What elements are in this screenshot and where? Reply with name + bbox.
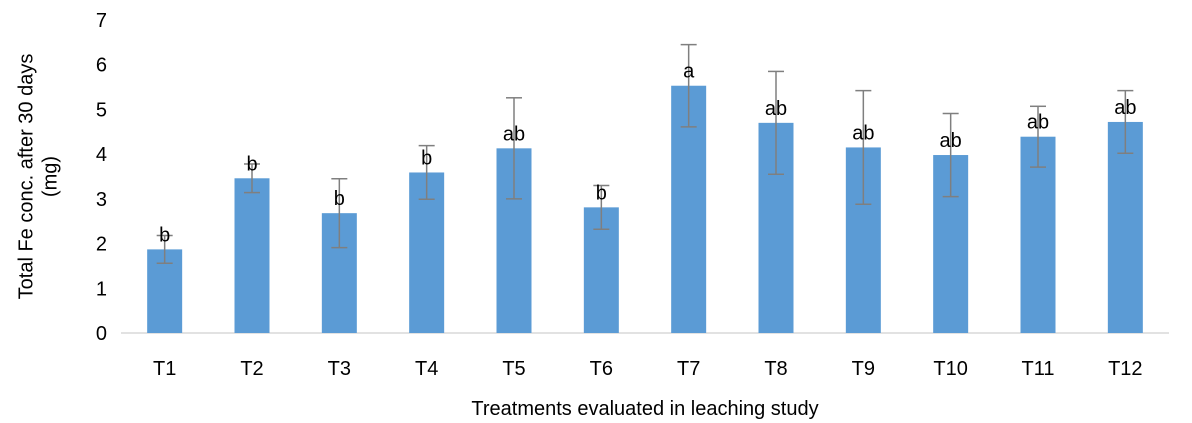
y-axis-title-line: (mg) (39, 156, 61, 197)
x-tick-label-t1: T1 (153, 358, 176, 380)
x-axis-title: Treatments evaluated in leaching study (471, 398, 818, 420)
error-bar-t1 (156, 234, 173, 264)
significance-label-t12: ab (1114, 97, 1136, 119)
error-bar-t10 (942, 112, 959, 198)
error-bar-t12 (1117, 89, 1134, 154)
error-bar-t4 (418, 144, 435, 201)
y-axis-ticks: 0 1 2 3 4 5 6 7 (96, 10, 107, 345)
x-tick-label-t3: T3 (328, 358, 351, 380)
bar-t2 (234, 178, 270, 333)
error-bar-t2 (244, 163, 260, 194)
error-bars (156, 43, 1134, 264)
x-tick-label-t10: T10 (933, 358, 967, 380)
significance-label-t2: b (246, 153, 257, 175)
y-tick-label: 2 (96, 234, 107, 256)
x-tick-label-t4: T4 (415, 358, 438, 380)
x-tick-label-t12: T12 (1108, 358, 1142, 380)
significance-label-t3: b (334, 188, 345, 210)
significance-label-t9: ab (852, 122, 874, 144)
significance-label-t8: ab (765, 98, 787, 120)
y-tick-label: 0 (96, 323, 107, 345)
x-tick-label-t7: T7 (677, 358, 700, 380)
bars (147, 85, 1143, 333)
y-axis-title: Total Fe conc. after 30 days (mg) (15, 54, 61, 300)
error-bar-t8 (768, 70, 784, 176)
error-bar-t3 (331, 177, 348, 249)
error-bar-t5 (506, 97, 522, 200)
y-tick-label: 5 (96, 99, 107, 121)
y-tick-label: 3 (96, 189, 107, 211)
x-axis-ticks: T1 T2 T3 T4 T5 T6 T7 T8 T9 T10 T11 T12 (153, 358, 1143, 380)
y-tick-label: 7 (96, 10, 107, 32)
bar-t11 (1020, 136, 1056, 333)
error-bar-t11 (1030, 105, 1046, 168)
significance-label-t10: ab (940, 130, 962, 152)
y-tick-label: 1 (96, 278, 107, 300)
error-bar-t7 (680, 43, 697, 128)
bar-t12 (1107, 121, 1143, 333)
significance-label-t6: b (596, 182, 607, 204)
x-tick-label-t8: T8 (764, 358, 787, 380)
error-bar-t9 (855, 89, 872, 205)
significance-labels: b b b b ab b a ab ab ab ab ab (159, 61, 1136, 247)
x-tick-label-t5: T5 (502, 358, 525, 380)
error-bar-t6 (593, 184, 610, 231)
significance-label-t11: ab (1027, 112, 1049, 134)
y-axis-title-line: Total Fe conc. after 30 days (15, 54, 37, 300)
x-tick-label-t6: T6 (590, 358, 613, 380)
significance-label-t5: ab (503, 123, 525, 145)
y-tick-label: 6 (96, 55, 107, 77)
significance-label-t7: a (683, 61, 695, 83)
x-tick-label-t11: T11 (1022, 358, 1055, 380)
x-tick-label-t9: T9 (852, 358, 875, 380)
x-tick-label-t2: T2 (240, 358, 263, 380)
significance-label-t1: b (159, 224, 170, 246)
significance-label-t4: b (421, 147, 432, 169)
y-tick-label: 4 (96, 144, 107, 166)
